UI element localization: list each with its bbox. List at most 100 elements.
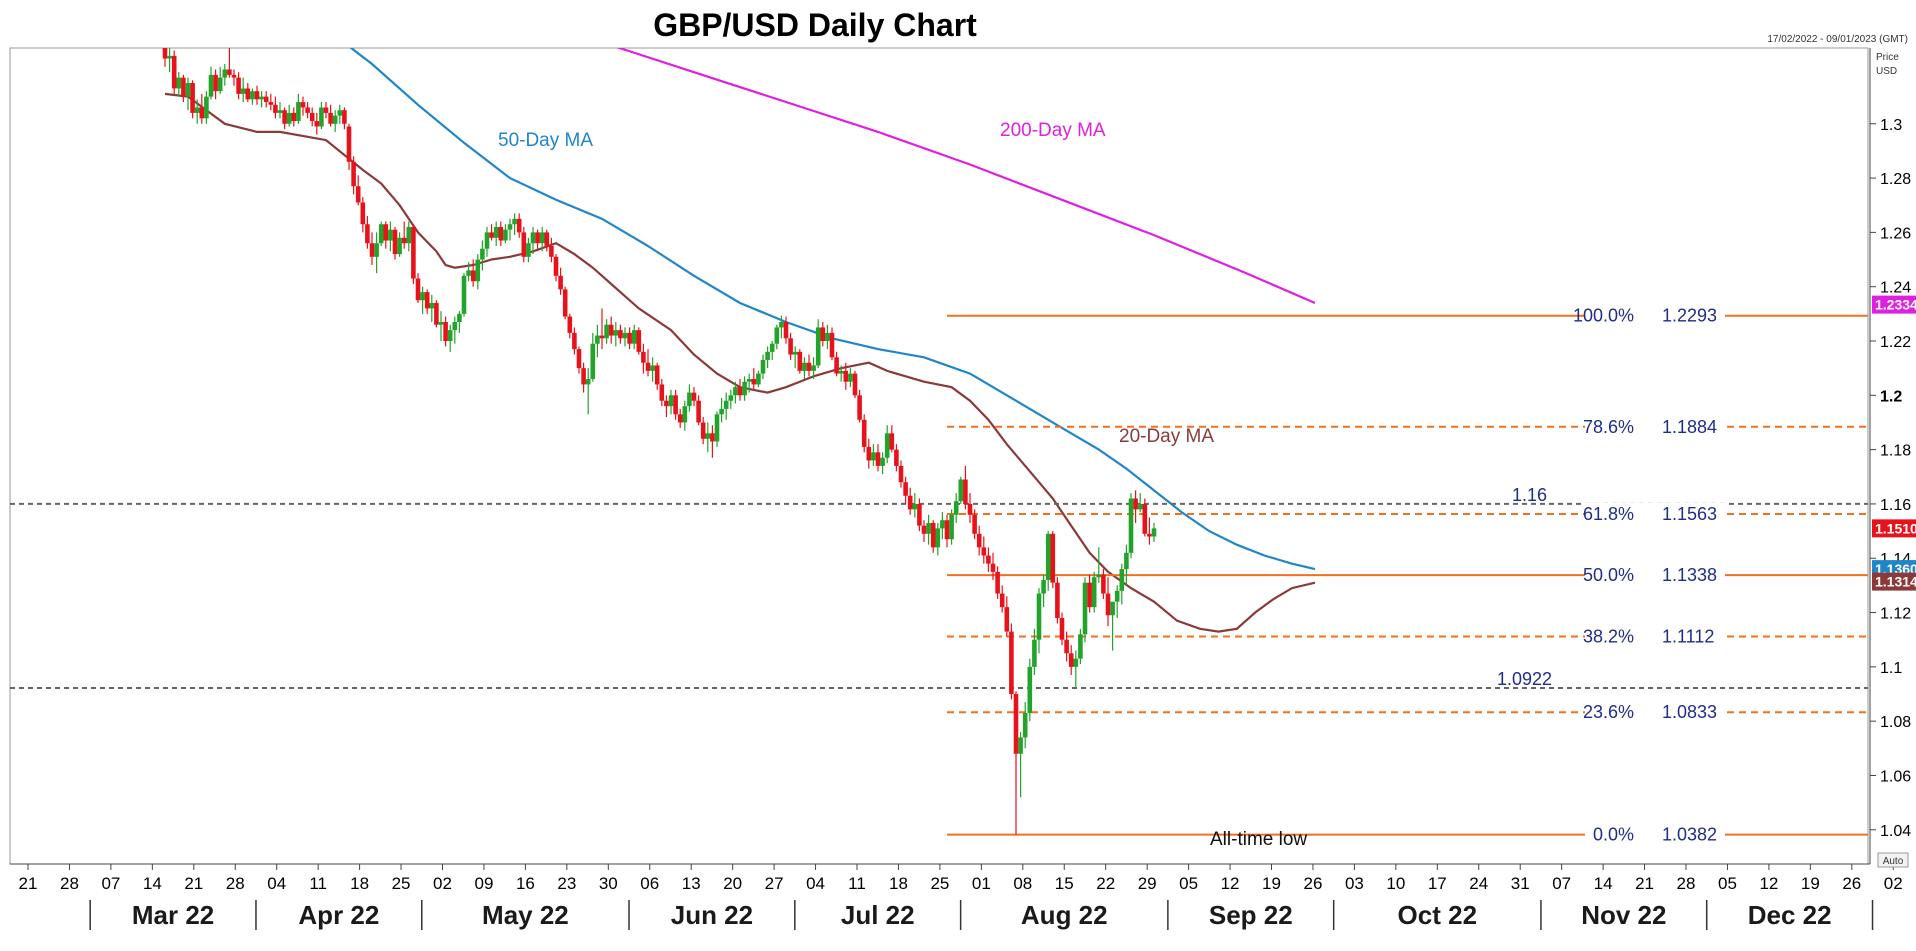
candle-body <box>558 275 563 290</box>
candle-body <box>1041 579 1046 594</box>
month-label: Aug 22 <box>1021 900 1108 930</box>
candle-body <box>829 332 835 358</box>
fib-level-label: 61.8% <box>1583 504 1634 524</box>
month-label: Apr 22 <box>298 900 379 930</box>
fib-level-label: 50.0% <box>1583 565 1634 585</box>
candle-body <box>282 110 287 124</box>
candle-body <box>650 365 655 371</box>
candle-body <box>815 327 821 366</box>
candle-body <box>1022 713 1028 738</box>
candle-body <box>825 332 830 341</box>
candle-body <box>797 351 803 371</box>
candle-body <box>480 248 485 260</box>
candle-body <box>792 351 798 355</box>
month-label: May 22 <box>482 900 569 930</box>
candle-body <box>940 520 945 529</box>
candle-body <box>999 593 1005 608</box>
candle-body <box>401 237 407 244</box>
candle-body <box>1032 639 1037 667</box>
candle-body <box>521 232 527 257</box>
candle-body <box>935 528 941 548</box>
candle-body <box>240 88 246 94</box>
day-tick-label: 19 <box>1262 874 1281 893</box>
candle-body <box>898 465 904 483</box>
candle-body <box>245 88 251 100</box>
month-label: Mar 22 <box>132 900 214 930</box>
candle-body <box>687 392 692 407</box>
candle-body <box>719 408 724 415</box>
fib-value-label: 1.0833 <box>1662 702 1717 722</box>
candle-body <box>779 321 784 328</box>
candle-body <box>1091 577 1097 608</box>
candle-body <box>756 373 761 385</box>
candle-body <box>351 161 356 187</box>
candle-body <box>415 278 421 301</box>
ma-line <box>349 48 1316 571</box>
day-tick-label: 16 <box>516 874 535 893</box>
price-tick-label: 1.16 <box>1880 497 1911 514</box>
price-tick-label: 1.22 <box>1880 334 1911 351</box>
candle-body <box>949 514 954 540</box>
candle-body <box>1082 582 1088 635</box>
candle-body <box>806 362 812 371</box>
candle-body <box>1045 533 1051 580</box>
candle-body <box>871 452 876 461</box>
candle-body <box>884 433 890 458</box>
fib-label-bg <box>1585 415 1725 438</box>
candle-body <box>751 379 757 385</box>
candle-body <box>1073 658 1079 667</box>
candle-body <box>1105 593 1111 616</box>
day-tick-label: 28 <box>226 874 245 893</box>
candle-body <box>466 270 471 276</box>
candle-body <box>894 449 899 466</box>
candle-body <box>769 343 775 352</box>
price-tag <box>1872 572 1916 591</box>
candle-body <box>723 400 729 409</box>
candle-body <box>222 69 228 78</box>
day-tick-label: 04 <box>267 874 286 893</box>
candle-body <box>700 422 706 439</box>
fib-value-label: 1.1563 <box>1662 504 1717 524</box>
candle-body <box>710 433 715 442</box>
candle-body <box>1055 582 1060 618</box>
candle-body <box>406 226 412 244</box>
candle-body <box>438 321 444 325</box>
candle-body <box>1124 552 1129 570</box>
price-tick-label: 1.1 <box>1880 660 1902 677</box>
candle-body <box>388 229 393 241</box>
candle-body <box>447 330 453 341</box>
day-tick-label: 30 <box>599 874 618 893</box>
candle-body <box>1101 574 1106 594</box>
candle-body <box>291 112 297 122</box>
day-tick-label: 14 <box>143 874 162 893</box>
candle-body <box>314 121 320 127</box>
candle-body <box>162 48 168 59</box>
candle-body <box>631 330 637 344</box>
candle-body <box>852 373 858 396</box>
candle-body <box>811 365 816 371</box>
candle-body <box>838 370 844 374</box>
candle-body <box>263 96 269 103</box>
candle-body <box>866 446 872 461</box>
candle-body <box>595 335 600 344</box>
candle-body <box>1018 737 1023 754</box>
price-tag-label: 1.1510 <box>1875 520 1916 536</box>
candle-body <box>516 218 522 233</box>
candle-body <box>889 433 895 450</box>
moving-averages <box>164 48 1316 633</box>
candle-body <box>834 357 839 374</box>
day-tick-label: 19 <box>1801 874 1820 893</box>
candle-body <box>1036 593 1042 640</box>
candle-body <box>434 302 439 325</box>
month-label: Nov 22 <box>1581 900 1666 930</box>
currency-axis-title: USD <box>1876 66 1897 77</box>
candle-body <box>1147 533 1152 537</box>
fib-label-bg <box>1585 502 1725 525</box>
candle-body <box>190 83 195 113</box>
candle-body <box>503 229 508 241</box>
candle-body <box>967 503 973 515</box>
candle-body <box>820 327 826 341</box>
candle-body <box>167 55 172 59</box>
auto-scale-button[interactable] <box>1877 852 1909 868</box>
